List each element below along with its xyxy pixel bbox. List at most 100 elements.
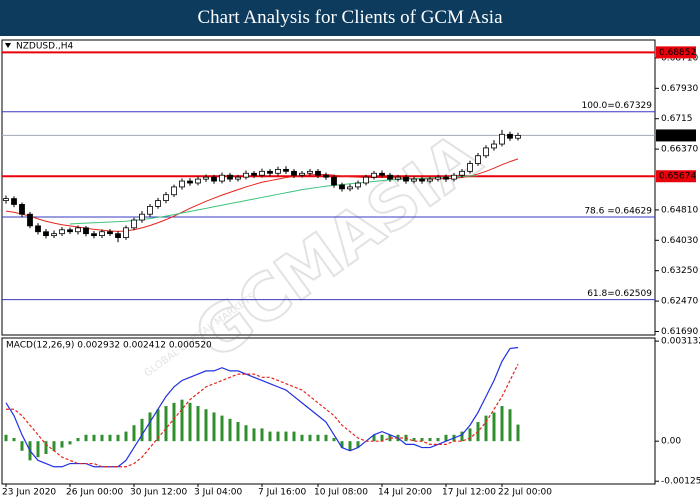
- macd-line: [5, 346, 519, 468]
- candle-body: [163, 194, 169, 201]
- candle-body: [35, 225, 41, 233]
- histogram-bar: [412, 437, 416, 442]
- y-tick-label: 0.64030: [661, 236, 698, 246]
- candle-body: [99, 231, 105, 237]
- y-tick-label: 0.68710: [661, 53, 698, 63]
- histogram-bar: [76, 437, 80, 442]
- histogram-bar: [12, 437, 16, 442]
- histogram-bar: [388, 434, 392, 442]
- histogram-bar: [500, 406, 504, 442]
- candle-body: [131, 219, 137, 229]
- candle-body: [347, 186, 353, 190]
- histogram-bar: [300, 434, 304, 442]
- candle-body: [507, 133, 513, 139]
- candle-body: [11, 198, 17, 205]
- candle-body: [203, 176, 209, 180]
- histogram-bar: [92, 434, 96, 442]
- histogram-bar: [284, 431, 288, 442]
- histogram-bar: [508, 409, 512, 442]
- candle-body: [419, 178, 425, 182]
- candle-body: [459, 170, 465, 176]
- histogram-bar: [84, 434, 88, 442]
- candle-body: [139, 213, 145, 221]
- candle-body: [411, 178, 417, 182]
- y-tick-label: 0.003132: [661, 337, 700, 347]
- histogram-bar: [180, 399, 184, 442]
- candle-body: [467, 163, 473, 172]
- candle-body: [251, 172, 257, 176]
- candle-body: [19, 204, 25, 215]
- histogram-bar: [332, 437, 336, 442]
- histogram-bar: [116, 434, 120, 442]
- signal-line: [6, 363, 519, 468]
- macd-frame: [1, 337, 656, 485]
- histogram-bar: [124, 431, 128, 442]
- candle-body: [195, 178, 201, 184]
- histogram-bar: [316, 434, 320, 442]
- histogram-bar: [252, 428, 256, 442]
- histogram-bar: [444, 434, 448, 442]
- histogram-bar: [308, 434, 312, 442]
- histogram-bar: [36, 441, 40, 458]
- candle-body: [491, 143, 497, 149]
- candle-body: [483, 147, 489, 157]
- candle-body: [363, 176, 369, 184]
- histogram-bar: [44, 441, 48, 454]
- histogram-bar: [156, 409, 160, 442]
- level-label: 78.6 =0.64629: [584, 206, 652, 216]
- histogram-bar: [148, 412, 152, 442]
- candle-body: [187, 180, 193, 184]
- price-tag: [656, 129, 696, 142]
- y-tick-label: 0.66370: [661, 145, 698, 155]
- candle-body: [395, 176, 401, 180]
- candle-body: [107, 231, 113, 235]
- x-tick-label: 26 Jun 00:00: [66, 488, 123, 498]
- histogram-bar: [356, 441, 360, 448]
- x-tick-label: 23 Jun 2020: [2, 488, 56, 498]
- candle-body: [379, 172, 385, 176]
- candle-body: [435, 176, 441, 180]
- y-tick-label: -0.001253: [661, 477, 700, 487]
- histogram-bar: [236, 422, 240, 442]
- histogram-bar: [20, 441, 24, 451]
- candle-body: [403, 176, 409, 182]
- histogram-bar: [340, 441, 344, 448]
- histogram-bar: [292, 431, 296, 442]
- histogram-bar: [188, 402, 192, 442]
- histogram-bar: [172, 402, 176, 442]
- macd-title: MACD(12,26,9) 0.002932 0.002412 0.000520: [6, 341, 212, 351]
- histogram-bar: [164, 406, 168, 442]
- histogram-bar: [204, 409, 208, 442]
- candle-body: [211, 176, 217, 182]
- candle-body: [387, 174, 393, 180]
- histogram-bar: [276, 431, 280, 442]
- candle-body: [51, 233, 57, 237]
- y-tick-label: 0.00: [661, 437, 681, 447]
- x-tick-label: 30 Jun 12:00: [130, 488, 187, 498]
- histogram-bar: [324, 434, 328, 442]
- y-tick-label: 0.61690: [661, 327, 698, 337]
- histogram-bar: [100, 434, 104, 442]
- candle-body: [499, 133, 505, 145]
- candle-body: [299, 172, 305, 176]
- y-tick-label: 0.6715: [661, 114, 693, 124]
- candle-body: [171, 186, 177, 196]
- candle-body: [59, 229, 65, 235]
- y-tick-label: 0.67930: [661, 84, 698, 94]
- candle-body: [339, 184, 345, 190]
- x-tick-label: 22 Jul 00:00: [498, 488, 552, 498]
- histogram-bar: [108, 434, 112, 442]
- price-title: NZDUSD.,H4: [16, 42, 74, 52]
- candle-body: [67, 229, 73, 233]
- candle-body: [275, 168, 281, 174]
- moving-average: [69, 175, 479, 225]
- price-tag-label: 0.66721: [659, 131, 696, 141]
- x-tick-label: 7 Jul 16:00: [258, 488, 307, 498]
- histogram-bar: [68, 441, 72, 445]
- price-tag-label: 0.65674: [659, 172, 696, 182]
- histogram-bar: [428, 437, 432, 442]
- candle-body: [259, 170, 265, 176]
- histogram-bar: [436, 437, 440, 442]
- candle-body: [27, 213, 33, 227]
